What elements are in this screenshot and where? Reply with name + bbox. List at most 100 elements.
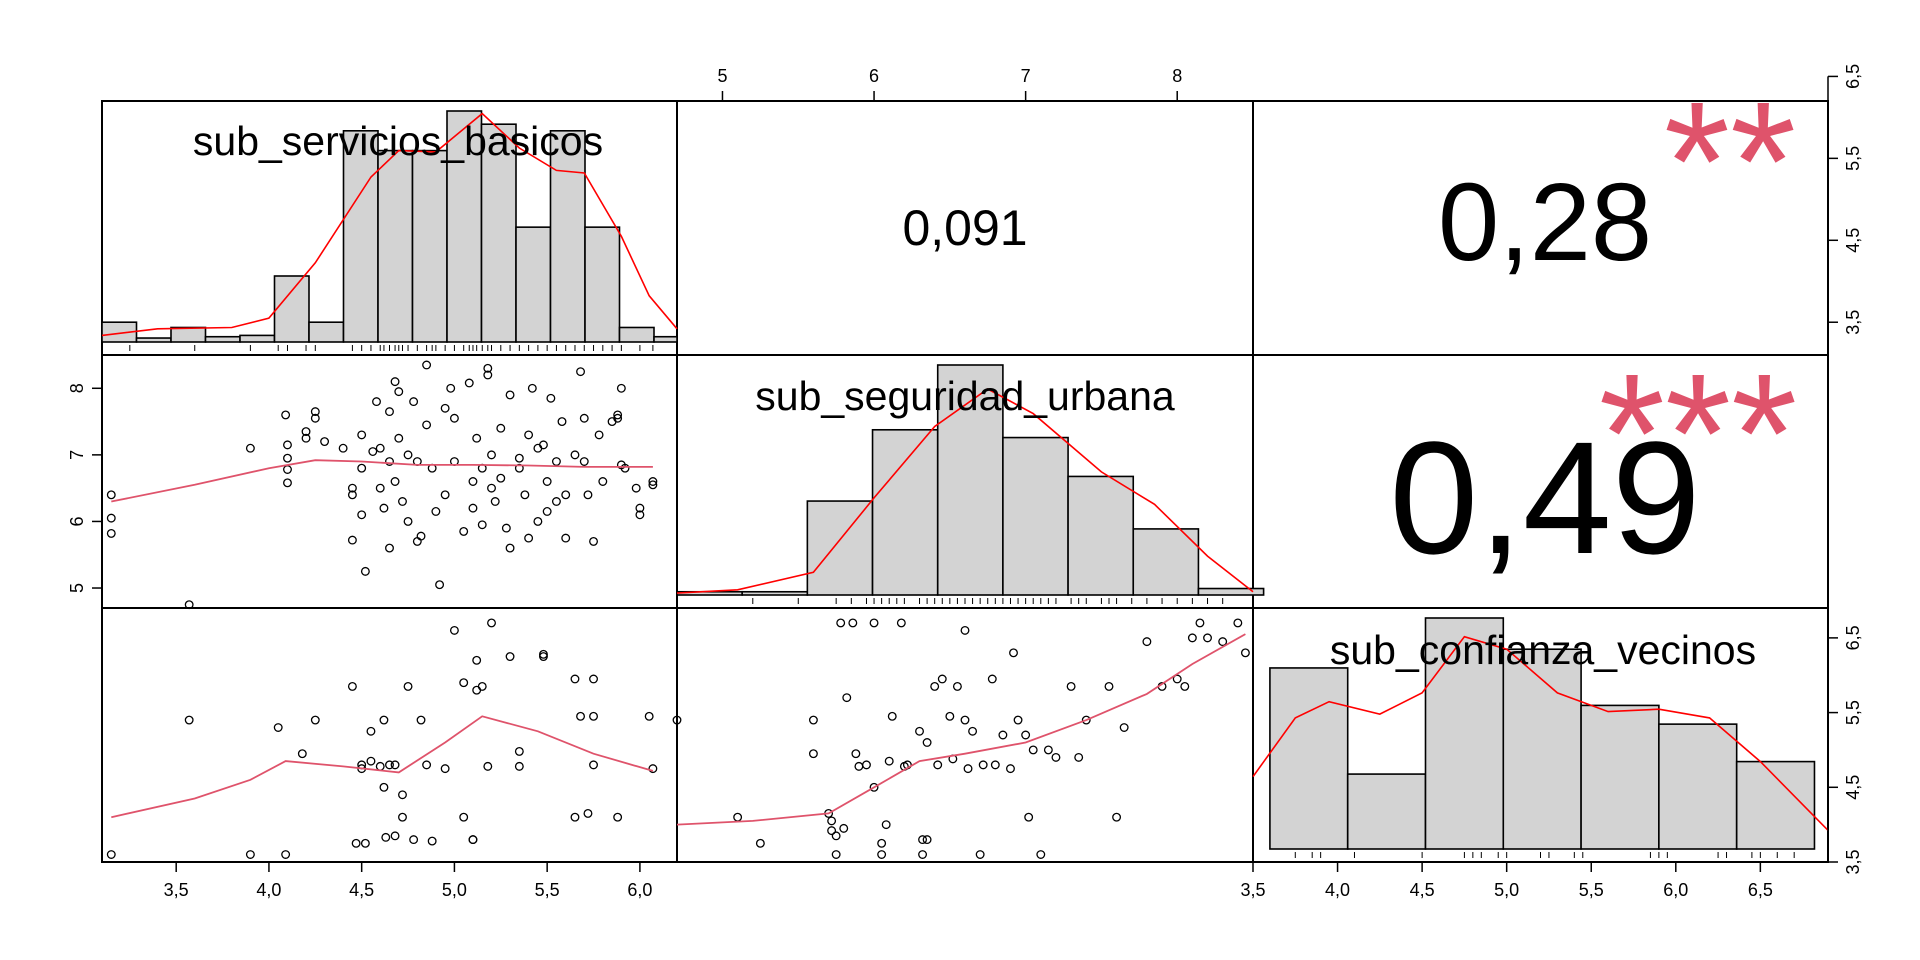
scatter-point-seguridad_vs_servicios-100 [631, 483, 641, 493]
scatter-point-confianza_vs_servicios-0 [106, 850, 116, 859]
scatter-point-confianza_vs_seguridad-22 [884, 756, 894, 766]
scatter-point-seguridad_vs_servicios-79 [542, 507, 552, 516]
scatter-point-seguridad_vs_servicios-85 [561, 533, 571, 543]
scatter-point-confianza_vs_servicios-40 [514, 746, 524, 756]
scatter-point-confianza_vs_servicios-43 [539, 649, 548, 659]
scatter-point-seguridad_vs_servicios-10 [301, 427, 311, 437]
scatter-point-seguridad_vs_servicios-89 [579, 457, 589, 466]
scatter-point-confianza_vs_servicios-1 [184, 715, 194, 725]
scatter-point-seguridad_vs_servicios-4 [245, 443, 255, 453]
scatter-point-seguridad_vs_servicios-50 [449, 413, 459, 423]
hist-bar-sub_confianza_vecinos-0 [1269, 667, 1349, 850]
scatter-point-confianza_vs_seguridad-14 [851, 749, 861, 759]
diag-label-servicios: sub_servicios_basicos [193, 118, 603, 164]
scatter-point-confianza_vs_seguridad-65 [1180, 681, 1190, 691]
lowess-seguridad_vs_servicios [111, 459, 653, 503]
scatter-point-confianza_vs_servicios-45 [570, 812, 580, 822]
scatter-point-seguridad_vs_servicios-20 [357, 463, 367, 473]
scatter-point-seguridad_vs_servicios-90 [583, 490, 593, 500]
scatter-point-seguridad_vs_servicios-49 [446, 383, 456, 393]
corr-stars-2-3: *** [1599, 339, 1797, 529]
scatter-point-confianza_vs_seguridad-44 [987, 674, 997, 684]
corr-value-1-3: 0,28 [1438, 161, 1652, 284]
scatter-point-confianza_vs_seguridad-45 [990, 760, 1000, 770]
scatter-point-confianza_vs_seguridad-39 [960, 715, 970, 725]
scatter-point-confianza_vs_seguridad-35 [945, 711, 955, 721]
scatter-point-seguridad_vs_servicios-34 [394, 433, 404, 443]
scatter-point-seguridad_vs_servicios-33 [394, 387, 404, 397]
axis-left-seguridad-label-3: 8 [67, 383, 87, 393]
scatter-point-confianza_vs_servicios-39 [505, 652, 515, 662]
scatter-point-confianza_vs_seguridad-6 [827, 816, 837, 826]
scatter-point-confianza_vs_servicios-17 [381, 832, 391, 842]
scatter-point-seguridad_vs_servicios-69 [514, 453, 524, 463]
scatter-point-confianza_vs_seguridad-23 [887, 711, 897, 721]
density-line-sub_servicios_basicos [101, 112, 678, 337]
scatter-point-seguridad_vs_servicios-95 [613, 413, 623, 423]
scatter-point-confianza_vs_servicios-49 [589, 711, 598, 721]
scatter-point-confianza_vs_servicios-31 [459, 812, 469, 822]
scatter-point-seguridad_vs_servicios-38 [409, 397, 419, 407]
scatter-point-seguridad_vs_servicios-103 [648, 477, 658, 486]
scatter-point-confianza_vs_seguridad-11 [839, 823, 849, 833]
scatter-point-confianza_vs_seguridad-10 [836, 618, 846, 628]
scatter-point-confianza_vs_servicios-12 [366, 726, 376, 736]
hist-bar-sub_servicios_basicos-7 [342, 130, 379, 343]
scatter-point-seguridad_vs_servicios-68 [505, 390, 515, 400]
axis-right-confianza-label-0: 3,5 [1843, 849, 1863, 874]
scatter-point-confianza_vs_seguridad-29 [918, 850, 928, 859]
scatter-point-confianza_vs_seguridad-31 [922, 738, 932, 747]
axis-right-confianza-row1-label-1: 4,5 [1843, 228, 1863, 253]
scatter-point-seguridad_vs_servicios-7 [283, 453, 292, 463]
scatter-point-seguridad_vs_servicios-83 [557, 417, 567, 427]
scatter-point-confianza_vs_seguridad-51 [1024, 812, 1034, 822]
hist-bar-sub_seguridad_urbana-8 [1197, 587, 1265, 596]
hist-bar-sub_confianza_vecinos-3 [1502, 648, 1582, 850]
scatter-point-seguridad_vs_servicios-29 [385, 457, 394, 466]
scatter-point-confianza_vs_servicios-3 [273, 723, 283, 732]
scatter-point-seguridad_vs_servicios-53 [464, 378, 474, 388]
axis-top-seguridad-label-0: 5 [717, 66, 727, 86]
hist-bar-sub_servicios_basicos-13 [549, 130, 586, 343]
hist-bar-sub_servicios_basicos-1 [135, 337, 172, 343]
scatter-points [106, 360, 1250, 859]
scatter-point-confianza_vs_servicios-34 [472, 655, 482, 665]
axis-right-confianza-row1-label-0: 3,5 [1843, 310, 1863, 335]
scatter-point-confianza_vs_seguridad-54 [1043, 745, 1053, 755]
panel-frame-2-0 [101, 607, 678, 863]
scatter-point-confianza_vs_servicios-21 [398, 790, 407, 800]
scatter-point-confianza_vs_seguridad-17 [869, 618, 879, 628]
axis-bottom-confianza-label-1: 4,0 [1325, 880, 1350, 900]
scatter-point-seguridad_vs_servicios-3 [184, 600, 194, 610]
axes: 3,5 4,0 4,5 5,0 5,5 6,0 5 6 7 8 3,5 4,0 4,5 5,0 5,5 6,0… [67, 64, 1863, 900]
scatter-point-seguridad_vs_servicios-2 [106, 528, 116, 538]
scatter-point-seguridad_vs_servicios-11 [301, 433, 311, 443]
hist-bar-sub_seguridad_urbana-3 [871, 428, 939, 596]
hist-bar-sub_confianza_vecinos-2 [1424, 617, 1505, 850]
scatter-point-seguridad_vs_servicios-80 [546, 393, 556, 403]
scatter-point-confianza_vs_servicios-36 [477, 681, 487, 691]
scatter-point-confianza_vs_seguridad-28 [918, 835, 928, 845]
scatter-point-confianza_vs_seguridad-60 [1112, 812, 1122, 822]
scatter-point-seguridad_vs_servicios-18 [347, 535, 357, 545]
scatter-point-confianza_vs_seguridad-68 [1203, 633, 1212, 643]
scatter-point-confianza_vs_servicios-46 [576, 711, 585, 721]
scatter-point-confianza_vs_seguridad-38 [960, 625, 970, 635]
scatter-point-seguridad_vs_servicios-67 [505, 543, 515, 553]
scatter-point-confianza_vs_servicios-25 [416, 715, 426, 725]
scatter-point-confianza_vs_servicios-48 [589, 674, 598, 684]
scatter-point-confianza_vs_seguridad-56 [1066, 681, 1076, 691]
lowess-lines [111, 459, 1246, 826]
scatter-point-seguridad_vs_servicios-32 [390, 477, 400, 486]
scatter-point-confianza_vs_servicios-6 [310, 715, 320, 725]
scatter-point-seguridad_vs_servicios-76 [533, 516, 543, 526]
axis-left-seguridad-label-1: 6 [67, 516, 87, 526]
hist-bar-sub_seguridad_urbana-2 [806, 500, 874, 596]
axis-right-confianza-label-2: 5,5 [1843, 700, 1863, 725]
scatter-point-confianza_vs_seguridad-2 [755, 838, 765, 848]
hist-bar-sub_seguridad_urbana-6 [1067, 475, 1135, 596]
scatter-point-seguridad_vs_servicios-84 [561, 490, 571, 500]
scatter-point-seguridad_vs_servicios-62 [487, 483, 496, 493]
scatter-point-confianza_vs_servicios-53 [648, 764, 658, 774]
scatter-point-seguridad_vs_servicios-5 [281, 410, 291, 420]
